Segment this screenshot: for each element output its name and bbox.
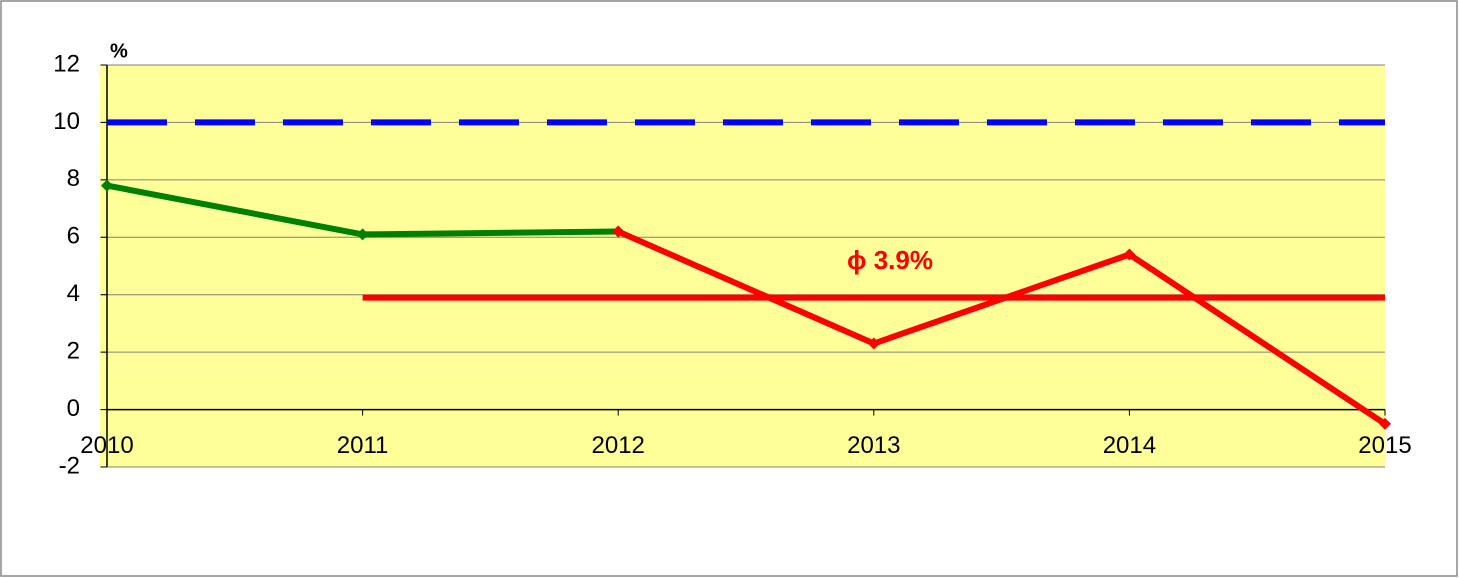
x-tick-label: 2014 [1103, 432, 1156, 459]
data-point [101, 179, 113, 192]
x-tick-label: 2013 [847, 432, 900, 459]
data-point [1123, 248, 1136, 261]
series-line [616, 228, 1387, 427]
data-point [867, 337, 880, 350]
x-tick-label: 2010 [80, 432, 133, 459]
x-tick-label: 2012 [592, 432, 645, 459]
x-tick-label: 2015 [1358, 432, 1411, 459]
data-point [356, 228, 369, 241]
y-tick-label: 12 [53, 50, 80, 77]
y-tick-label: 8 [67, 165, 80, 192]
y-tick-label: 2 [67, 337, 80, 364]
y-tick-label: 6 [67, 223, 80, 250]
data-point [1379, 417, 1391, 430]
y-tick-label: -2 [59, 452, 80, 479]
plot-area [100, 65, 1385, 467]
data-point [612, 225, 625, 238]
y-tick-label: 0 [67, 395, 80, 422]
y-tick-label: 4 [67, 280, 80, 307]
x-tick-label: 2011 [337, 432, 389, 459]
annotation: ϕ 3.9% [847, 245, 933, 275]
y-tick-label: 10 [53, 108, 80, 135]
y-axis-label: % [110, 40, 128, 62]
